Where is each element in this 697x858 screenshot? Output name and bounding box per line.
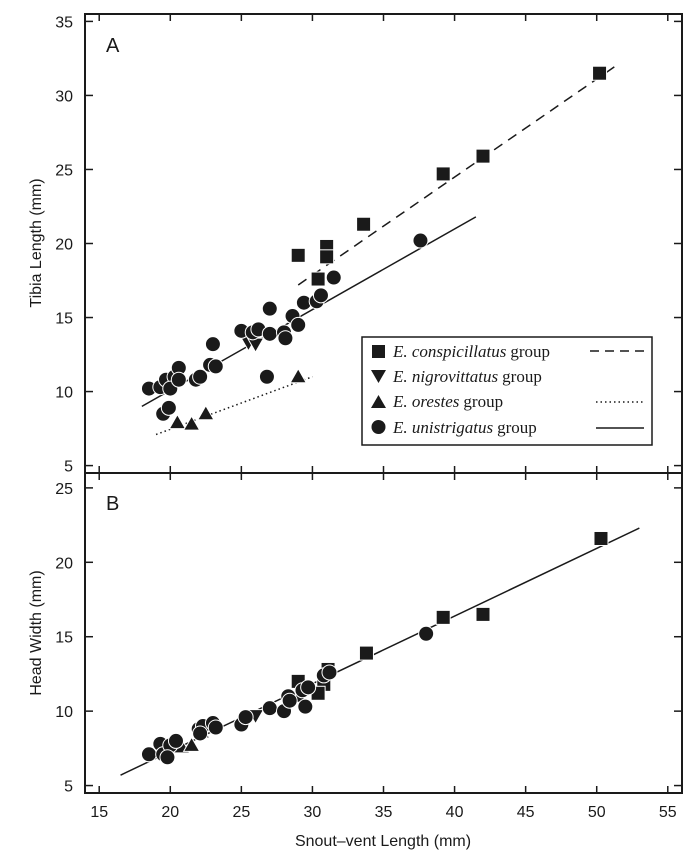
data-point-circle (207, 719, 224, 736)
data-point-circle (297, 698, 314, 715)
data-point-circle (261, 300, 278, 317)
panel-b-points (140, 530, 609, 766)
y-tick-label: 20 (55, 237, 73, 254)
x-tick-label: 25 (232, 804, 250, 821)
legend-label-conspicillatus: E. conspicillatus group (392, 342, 550, 361)
panel-a-ylabel: Tibia Length (mm) (28, 178, 45, 307)
data-point-circle (159, 749, 176, 766)
legend-circle-marker (371, 420, 386, 434)
data-point-triangle-up (196, 404, 215, 421)
y-tick-label: 5 (64, 779, 73, 796)
panel-a-label: A (106, 35, 120, 57)
data-point-circle (412, 232, 429, 249)
legend-item-orestes: E. orestes group (371, 392, 644, 411)
data-point-circle (140, 746, 157, 763)
legend-name-unistrigatus: E. unistrigatus (392, 418, 494, 437)
data-point-circle (418, 625, 435, 642)
data-point-circle (207, 358, 224, 375)
x-tick-label: 50 (588, 804, 606, 821)
data-point-circle (290, 316, 307, 333)
data-point-circle (192, 368, 209, 385)
data-point-square (310, 271, 326, 287)
y-tick-label: 10 (55, 385, 73, 402)
data-point-triangle-up (289, 367, 308, 384)
panel-a-y-axis: 5 10 15 20 25 30 35 (55, 14, 682, 476)
data-point-circle (237, 709, 254, 726)
data-point-square (435, 166, 451, 182)
panel-b-y-axis: 5 10 15 20 25 (55, 473, 682, 796)
panel-b: B Head Width (mm) 5 10 15 20 25 15 20 25 30 35 40… (28, 472, 683, 850)
data-point-square (358, 645, 374, 661)
x-tick-label: 35 (375, 804, 393, 821)
x-tick-label: 30 (304, 804, 322, 821)
legend-name-conspicillatus: E. conspicillatus (392, 342, 507, 361)
legend-square-marker (372, 345, 385, 358)
data-point-triangle-up (182, 415, 201, 431)
data-point-square (593, 530, 609, 546)
data-point-square (435, 609, 451, 625)
x-tick-label: 15 (90, 804, 108, 821)
panel-a: A Tibia Length (mm) 5 10 15 20 25 30 35 E. con… (28, 13, 683, 476)
panel-a-points (140, 65, 608, 431)
x-tick-label: 55 (659, 804, 677, 821)
data-point-square (592, 65, 608, 81)
data-point-circle (321, 664, 338, 681)
data-point-circle (160, 399, 177, 416)
data-point-circle (300, 679, 317, 696)
legend-triangle-up-marker (371, 395, 386, 408)
data-point-circle (204, 336, 221, 353)
legend-suffix-unistrigatus: group (497, 418, 537, 437)
legend-suffix-orestes: group (463, 392, 503, 411)
x-tick-label: 45 (517, 804, 535, 821)
x-axis-label: Snout–vent Length (mm) (295, 833, 471, 850)
data-point-circle (258, 368, 275, 385)
data-point-triangle-up (182, 736, 201, 752)
data-point-square (290, 247, 306, 263)
y-tick-label: 25 (55, 162, 73, 179)
data-point-circle (170, 371, 187, 388)
data-point-square (319, 249, 335, 265)
x-axis: 15 20 25 30 35 40 45 50 55 (90, 804, 676, 821)
panel-b-label: B (106, 493, 119, 515)
legend-label-unistrigatus: E. unistrigatus group (392, 418, 537, 437)
legend-label-orestes: E. orestes group (392, 392, 503, 411)
legend-suffix-nigrovittatus: group (502, 367, 542, 386)
legend-name-nigrovittatus: E. nigrovittatus (392, 367, 499, 386)
legend-box (361, 336, 653, 446)
y-tick-label: 15 (55, 311, 73, 328)
legend-suffix-conspicillatus: group (510, 342, 550, 361)
y-tick-label: 25 (55, 481, 73, 498)
y-tick-label: 15 (55, 630, 73, 647)
data-point-square (475, 148, 491, 164)
y-tick-label: 5 (64, 459, 73, 476)
legend-label-nigrovittatus: E. nigrovittatus group (392, 367, 542, 386)
data-point-circle (261, 700, 278, 717)
y-tick-label: 35 (55, 14, 73, 31)
data-point-circle (261, 325, 278, 342)
x-tick-label: 40 (446, 804, 464, 821)
legend-item-nigrovittatus: E. nigrovittatus group (371, 367, 542, 386)
legend-item-unistrigatus: E. unistrigatus group (371, 418, 644, 437)
data-point-circle (192, 725, 209, 742)
data-point-circle (325, 269, 342, 286)
data-point-circle (312, 287, 329, 304)
data-point-square (356, 216, 372, 232)
legend: E. conspicillatus group E. nigrovittatus g… (361, 336, 653, 446)
data-point-triangle-up (168, 413, 187, 430)
data-point-circle (167, 732, 184, 749)
y-tick-label: 30 (55, 88, 73, 105)
fit-line-dashed (297, 63, 619, 286)
legend-name-orestes: E. orestes (392, 392, 460, 411)
data-point-circle (281, 692, 298, 709)
legend-item-conspicillatus: E. conspicillatus group (372, 342, 646, 361)
y-tick-label: 20 (55, 555, 73, 572)
legend-triangle-down-marker (371, 370, 386, 383)
y-tick-label: 10 (55, 704, 73, 721)
x-tick-label: 20 (161, 804, 179, 821)
data-point-square (475, 606, 491, 622)
data-point-circle (277, 330, 294, 347)
panel-b-ylabel: Head Width (mm) (28, 570, 45, 695)
